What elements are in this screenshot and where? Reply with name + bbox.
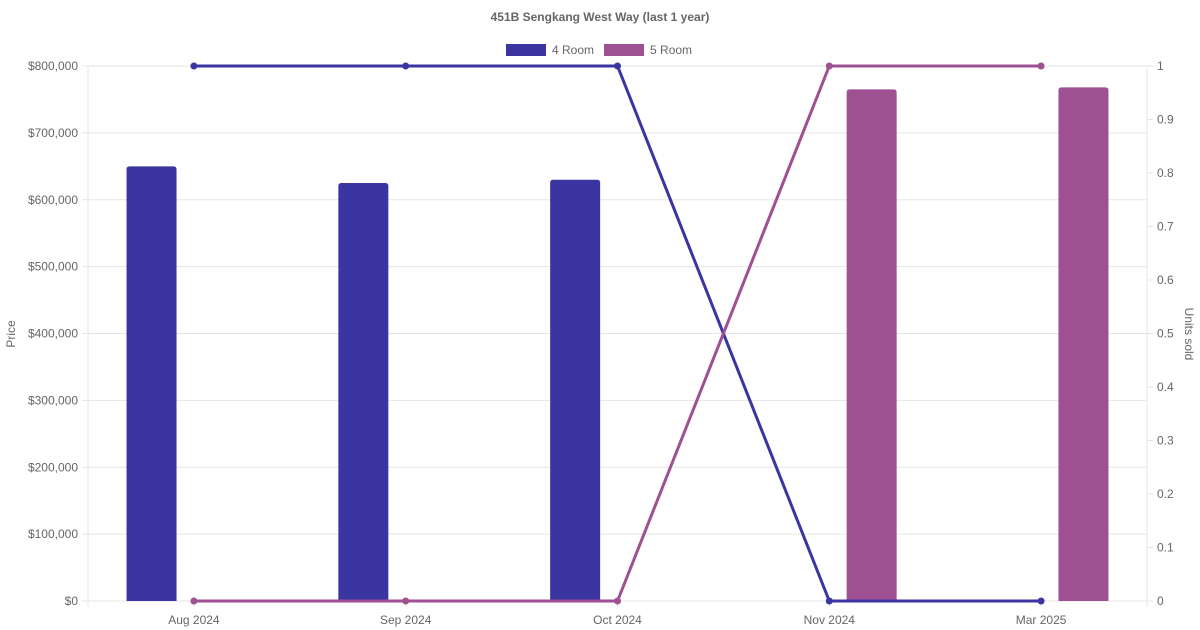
- legend: 4 Room 5 Room: [506, 43, 692, 57]
- series-point: [402, 597, 410, 605]
- x-tick-label: Aug 2024: [168, 613, 220, 627]
- y2-tick-label: 0.5: [1157, 327, 1174, 341]
- y2-tick-label: 0.8: [1157, 166, 1174, 180]
- series-point: [190, 597, 198, 605]
- y2-tick-label: 0.4: [1157, 380, 1174, 394]
- y2-axis-title: Units sold: [1182, 308, 1196, 361]
- series-point: [190, 62, 198, 70]
- series-point: [614, 597, 621, 605]
- y2-tick-label: 0.3: [1157, 434, 1174, 448]
- chart-title: 451B Sengkang West Way (last 1 year): [491, 10, 710, 24]
- x-tick-label: Sep 2024: [380, 613, 432, 627]
- legend-label: 4 Room: [552, 43, 594, 57]
- y2-tick-label: 0.9: [1157, 113, 1174, 127]
- y2-tick-label: 0.2: [1157, 487, 1174, 501]
- series-point: [825, 597, 833, 605]
- y-tick-label: $800,000: [28, 59, 78, 73]
- x-tick-label: Oct 2024: [593, 613, 642, 627]
- y-tick-label: $200,000: [28, 460, 78, 474]
- y2-tick-label: 0: [1157, 594, 1164, 608]
- bar: [338, 183, 389, 601]
- series-point: [825, 62, 833, 70]
- x-tick-label: Mar 2025: [1016, 613, 1067, 627]
- x-tick-label: Nov 2024: [804, 613, 856, 627]
- x-axis: Aug 2024 Sep 2024 Oct 2024 Nov 2024 Mar 2025: [168, 613, 1067, 627]
- y2-tick-label: 0.7: [1157, 220, 1174, 234]
- y-axis-title: Price: [4, 320, 18, 348]
- y-tick-label: $300,000: [28, 393, 78, 407]
- y-tick-label: $500,000: [28, 260, 78, 274]
- y-tick-label: $600,000: [28, 193, 78, 207]
- bar: [126, 166, 177, 601]
- y-tick-label: $0: [65, 594, 79, 608]
- grid: [82, 65, 1153, 607]
- legend-swatch: [506, 44, 546, 56]
- y2-tick-label: 0.6: [1157, 273, 1174, 287]
- legend-swatch: [604, 44, 645, 56]
- lines: [190, 62, 1045, 605]
- y2-axis: 0 0.1 0.2 0.3 0.4 0.5 0.6 0.7 0.8 0.9 1: [1157, 59, 1174, 608]
- y2-tick-label: 1: [1157, 59, 1164, 73]
- legend-label: 5 Room: [650, 43, 692, 57]
- y-axis: $0 $100,000 $200,000 $300,000 $400,000 $500,0…: [28, 59, 78, 608]
- bar: [846, 89, 897, 601]
- y-tick-label: $400,000: [28, 327, 78, 341]
- series-point: [402, 62, 410, 70]
- bars: [126, 87, 1109, 601]
- series-point: [1037, 597, 1045, 605]
- y-tick-label: $100,000: [28, 527, 78, 541]
- y2-tick-label: 0.1: [1157, 541, 1174, 555]
- series-point: [1037, 62, 1045, 70]
- series-point: [614, 62, 621, 70]
- bar: [550, 179, 601, 601]
- y-tick-label: $700,000: [28, 126, 78, 140]
- bar: [1058, 87, 1109, 601]
